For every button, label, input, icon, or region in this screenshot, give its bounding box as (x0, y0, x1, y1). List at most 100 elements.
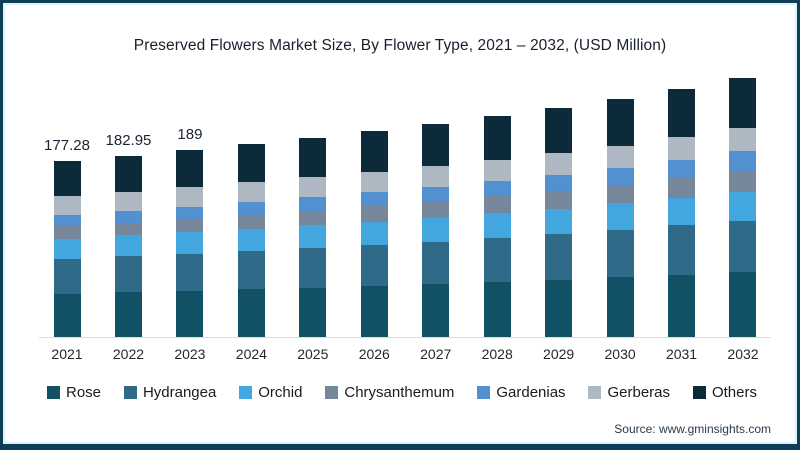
bar-segment-rose (668, 274, 696, 337)
bar-value-label: 177.28 (44, 137, 90, 155)
bar-segment-others (483, 116, 511, 160)
stacked-bar-2023 (176, 149, 204, 337)
stacked-bar-2024 (237, 144, 265, 337)
bar-column-2027 (414, 124, 458, 337)
bar-segment-orchid (53, 238, 81, 259)
bar-column-2028 (475, 116, 519, 337)
bar-segment-hydrangea (114, 256, 142, 293)
bar-segment-others (545, 108, 573, 154)
legend-label: Chrysanthemum (344, 384, 455, 401)
stacked-bar-2025 (299, 137, 327, 337)
bar-segment-gardenias (422, 186, 450, 202)
bar-segment-orchid (729, 191, 757, 221)
bar-segment-gardenias (237, 202, 265, 215)
bar-segment-gardenias (606, 167, 634, 185)
stacked-bar-2031 (668, 89, 696, 337)
bar-segment-rose (53, 293, 81, 337)
bar-segment-chrysanthemum (237, 214, 265, 229)
bar-segment-gardenias (729, 151, 757, 171)
x-axis-label: 2022 (112, 346, 145, 362)
legend-item-gerberas: Gerberas (588, 384, 670, 401)
legend-swatch-icon (692, 386, 706, 399)
bar-segment-hydrangea (299, 248, 327, 288)
stacked-bar-2026 (360, 131, 388, 337)
bar-segment-hydrangea (606, 230, 634, 278)
bar-segment-others (299, 137, 327, 178)
x-axis-label: 2029 (543, 346, 575, 362)
bar-segment-gerberas (299, 177, 327, 198)
bar-segment-orchid (606, 203, 634, 231)
bar-segment-orchid (668, 197, 696, 226)
plot-area: 177.28 182.95 189 (39, 67, 771, 338)
stacked-bar-2029 (545, 108, 573, 337)
bar-segment-gardenias (545, 174, 573, 191)
bar-segment-gardenias (53, 215, 81, 227)
legend-swatch-icon (477, 386, 491, 399)
legend-swatch-icon (588, 386, 602, 399)
x-axis-label: 2032 (727, 346, 759, 362)
bar-segment-gerberas (360, 171, 388, 193)
source-note: Source: www.gminsights.com (614, 422, 771, 436)
bar-segment-orchid (114, 235, 142, 257)
bar-segment-others (237, 144, 265, 183)
bar-segment-rose (545, 279, 573, 337)
bar-segment-gerberas (422, 166, 450, 187)
bar-segment-hydrangea (422, 241, 450, 284)
x-axis-label: 2031 (665, 346, 698, 362)
xaxis-row: 2021 2022 2023 2024 2025 2026 2027 2028 2029 2030… (45, 346, 765, 362)
bar-segment-hydrangea (360, 245, 388, 286)
legend: Rose Hydrangea Orchid Chrysanthemum Gardenia… (47, 384, 757, 401)
bar-segment-hydrangea (237, 250, 265, 290)
x-axis-label: 2027 (420, 346, 452, 362)
bar-segment-others (668, 89, 696, 138)
bar-segment-orchid (237, 228, 265, 251)
bar-segment-orchid (299, 225, 327, 249)
x-axis-label: 2023 (174, 346, 206, 362)
bar-segment-gerberas (668, 137, 696, 160)
bar-column-2023: 189 (168, 126, 212, 337)
bar-segment-hydrangea (53, 258, 81, 294)
bar-segment-rose (606, 277, 634, 337)
chart-title: Preserved Flowers Market Size, By Flower… (133, 37, 667, 54)
x-axis-label: 2028 (481, 346, 513, 362)
bar-segment-rose (360, 285, 388, 337)
bar-segment-others (606, 99, 634, 146)
bar-segment-orchid (483, 213, 511, 239)
bar-segment-rose (483, 281, 511, 337)
bar-segment-orchid (545, 208, 573, 235)
legend-item-others: Others (692, 384, 757, 401)
bar-segment-rose (422, 283, 450, 337)
bar-segment-others (176, 149, 204, 187)
bar-segment-gerberas (606, 145, 634, 168)
legend-label: Hydrangea (142, 384, 217, 401)
bar-segment-chrysanthemum (53, 226, 81, 239)
bar-segment-gerberas (53, 196, 81, 216)
bar-segment-gerberas (729, 128, 757, 152)
bar-column-2021: 177.28 (44, 137, 90, 337)
stacked-bar-2032 (729, 78, 757, 337)
legend-item-hydrangea: Hydrangea (123, 384, 217, 401)
stacked-bar-2027 (422, 124, 450, 337)
legend-label: Others (711, 384, 757, 401)
bar-segment-others (422, 124, 450, 167)
bar-segment-gerberas (176, 186, 204, 207)
bar-segment-hydrangea (729, 220, 757, 272)
bar-segment-rose (237, 289, 265, 337)
bar-segment-chrysanthemum (729, 170, 757, 192)
legend-label: Gerberas (607, 384, 671, 401)
bar-segment-chrysanthemum (114, 222, 142, 236)
bar-segment-orchid (360, 221, 388, 246)
bar-segment-chrysanthemum (360, 206, 388, 222)
bar-segment-chrysanthemum (668, 177, 696, 198)
x-axis-label: 2026 (358, 346, 390, 362)
stacked-bar-2021 (53, 161, 81, 337)
bar-segment-chrysanthemum (606, 184, 634, 204)
legend-swatch-icon (123, 386, 137, 399)
bar-segment-hydrangea (483, 238, 511, 282)
bar-column-2022: 182.95 (106, 132, 151, 337)
legend-label: Rose (66, 384, 102, 401)
bar-column-2032 (721, 78, 765, 337)
bar-segment-orchid (422, 217, 450, 242)
legend-swatch-icon (239, 386, 253, 399)
bar-segment-hydrangea (176, 253, 204, 291)
